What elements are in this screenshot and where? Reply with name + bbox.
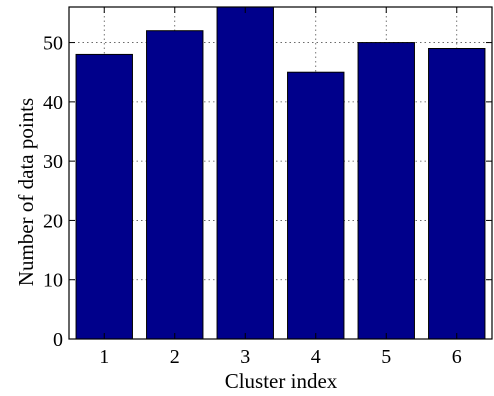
x-tick-label: 1	[99, 346, 109, 368]
y-tick-label: 50	[43, 33, 63, 55]
y-tick-label: 40	[43, 92, 63, 114]
x-tick-label: 6	[452, 346, 462, 368]
bar-4	[287, 71, 345, 340]
x-tick-label: 3	[240, 346, 250, 368]
y-tick-label: 30	[43, 151, 63, 173]
y-axis-label: Number of data points	[14, 98, 38, 286]
bar-5	[357, 42, 415, 340]
y-tick-label: 20	[43, 210, 63, 232]
bar-6	[428, 48, 486, 340]
bar-2	[146, 30, 204, 340]
x-tick-label: 5	[381, 346, 391, 368]
bar-1	[75, 53, 133, 340]
bar-3	[216, 6, 274, 340]
axes-frame	[68, 6, 493, 340]
y-tick-label: 10	[43, 270, 63, 292]
x-tick-label: 2	[170, 346, 180, 368]
y-tick-labels: 0 10 20 30 40 50	[43, 33, 63, 351]
bars	[75, 6, 486, 340]
y-tick-label: 0	[53, 329, 63, 351]
x-tick-labels: 1 2 3 4 5 6	[99, 346, 462, 368]
x-tick-label: 4	[311, 346, 321, 368]
plot-frame	[68, 6, 493, 340]
x-axis-label: Cluster index	[225, 369, 338, 393]
